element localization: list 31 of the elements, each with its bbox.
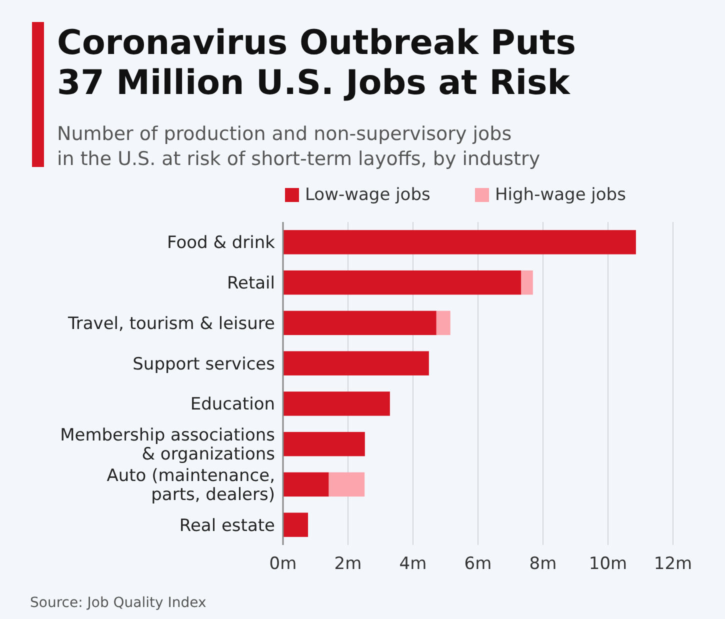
y-tick-label: Travel, tourism & leisure <box>67 314 275 334</box>
y-tick-label: Real estate <box>179 516 275 536</box>
x-tick-label: 4m <box>399 554 427 574</box>
bar <box>283 270 522 295</box>
bar <box>328 472 365 497</box>
bar <box>283 230 636 254</box>
x-tick-label: 10m <box>588 554 628 574</box>
bar <box>521 270 533 295</box>
chart-subtitle: Number of production and non-supervisory jobs in the U.S. at risk of short-term layoffs, by industry <box>57 123 540 170</box>
legend-label: High-wage jobs <box>495 185 626 205</box>
legend-label: Low-wage jobs <box>305 185 430 205</box>
bar <box>283 432 365 456</box>
chart-title: Coronavirus Outbreak Puts 37 Million U.S. Jobs at Risk <box>57 23 576 103</box>
y-tick-label: Auto (maintenance, parts, dealers) <box>106 466 275 505</box>
bar <box>283 351 429 376</box>
y-tick-label: Food & drink <box>167 233 276 254</box>
y-tick-label: Education <box>190 394 275 415</box>
x-tick-label: 12m <box>654 554 692 574</box>
x-tick-label: 6m <box>464 554 492 574</box>
bar <box>436 310 450 336</box>
y-tick-label: Retail <box>226 274 275 294</box>
y-tick-label: Membership associations & organizations <box>60 426 276 465</box>
bar <box>283 310 436 336</box>
x-tick-label: 8m <box>529 554 557 574</box>
x-tick-label: 0m <box>269 554 297 574</box>
bar <box>283 512 308 537</box>
source-note: Source: Job Quality Index <box>30 595 206 611</box>
y-tick-label: Support services <box>132 354 276 374</box>
bar <box>283 392 390 416</box>
x-tick-label: 2m <box>334 554 362 574</box>
bar <box>283 472 329 497</box>
